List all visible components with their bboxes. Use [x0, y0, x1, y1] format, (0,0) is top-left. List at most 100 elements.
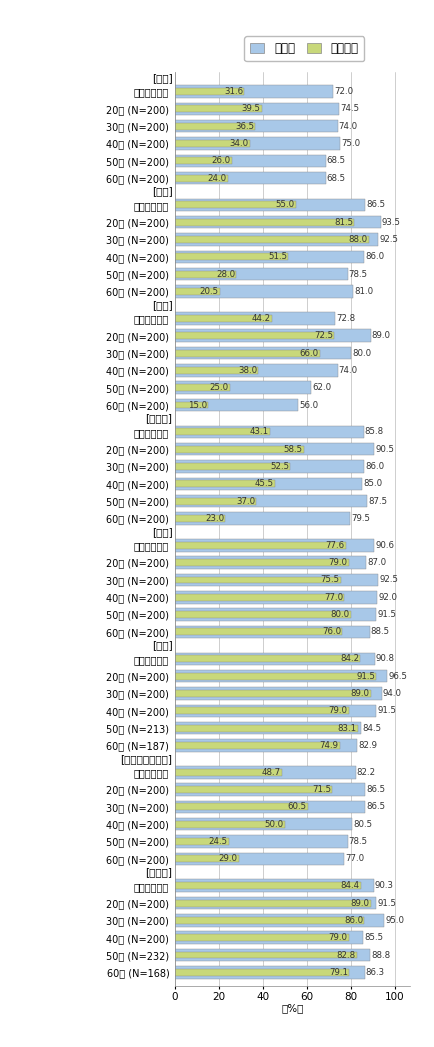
Text: 39.5: 39.5	[242, 105, 261, 113]
Text: 91.5: 91.5	[377, 610, 396, 619]
Text: 45.5: 45.5	[255, 480, 274, 488]
Bar	[175, 137, 340, 150]
Bar	[175, 539, 374, 552]
Bar	[175, 690, 371, 697]
Text: 86.5: 86.5	[366, 200, 385, 209]
Text: 86.3: 86.3	[366, 967, 385, 977]
Bar	[175, 495, 368, 508]
Text: 88.8: 88.8	[372, 951, 391, 959]
Bar	[175, 786, 332, 793]
Bar	[175, 821, 285, 828]
Text: 82.9: 82.9	[358, 741, 378, 750]
Bar	[175, 497, 256, 505]
Bar	[175, 250, 364, 263]
Text: 72.0: 72.0	[334, 87, 354, 96]
X-axis label: （%）: （%）	[281, 1003, 304, 1013]
Bar	[175, 120, 338, 132]
Text: 15.0: 15.0	[187, 401, 207, 409]
Text: 77.6: 77.6	[326, 541, 345, 550]
Text: 72.5: 72.5	[314, 331, 333, 340]
Bar	[175, 172, 326, 184]
Text: 88.0: 88.0	[348, 236, 368, 244]
Bar	[175, 655, 360, 663]
Text: 79.1: 79.1	[329, 967, 348, 977]
Text: 68.5: 68.5	[327, 174, 346, 182]
Bar	[175, 559, 349, 566]
Bar	[175, 330, 371, 342]
Text: 51.5: 51.5	[268, 252, 287, 262]
Bar	[175, 801, 365, 814]
Text: 75.5: 75.5	[321, 576, 340, 584]
Text: 58.5: 58.5	[283, 445, 302, 453]
Text: 90.5: 90.5	[375, 445, 394, 453]
Text: 94.0: 94.0	[383, 689, 402, 698]
Text: 23.0: 23.0	[205, 514, 224, 524]
Text: 79.0: 79.0	[329, 707, 348, 715]
Bar	[175, 103, 339, 115]
Bar	[175, 670, 387, 683]
Text: 50.0: 50.0	[265, 820, 284, 829]
Text: 80.0: 80.0	[331, 610, 350, 619]
Bar	[175, 608, 376, 621]
Text: 90.6: 90.6	[375, 541, 395, 550]
Bar	[175, 766, 356, 779]
Text: 78.5: 78.5	[349, 837, 368, 846]
Bar	[175, 883, 361, 889]
Bar	[175, 968, 349, 976]
Bar	[175, 286, 353, 297]
Text: 48.7: 48.7	[262, 767, 281, 777]
Text: [オーストラリア]: [オーストラリア]	[121, 754, 173, 764]
Text: [米国]: [米国]	[152, 186, 173, 197]
Text: 38.0: 38.0	[238, 365, 257, 375]
Text: 80.0: 80.0	[352, 349, 371, 358]
Text: 81.5: 81.5	[334, 218, 353, 227]
Text: 89.0: 89.0	[351, 898, 370, 908]
Text: 91.5: 91.5	[377, 707, 396, 715]
Bar	[175, 271, 237, 277]
Bar	[175, 783, 365, 796]
Text: 24.0: 24.0	[207, 174, 227, 182]
Text: [韓国]: [韓国]	[152, 527, 173, 537]
Bar	[175, 233, 378, 246]
Text: 78.5: 78.5	[349, 270, 368, 279]
Bar	[175, 725, 358, 732]
Bar	[175, 268, 348, 281]
Bar	[175, 364, 338, 377]
Text: 74.5: 74.5	[340, 105, 359, 113]
Text: 84.2: 84.2	[340, 654, 359, 664]
Text: 85.0: 85.0	[363, 480, 382, 488]
Text: 29.0: 29.0	[219, 854, 237, 864]
Text: [日本]: [日本]	[152, 73, 173, 83]
Bar	[175, 155, 326, 168]
Bar	[175, 481, 275, 487]
Text: 20.5: 20.5	[200, 287, 219, 296]
Text: 52.5: 52.5	[270, 462, 289, 471]
Bar	[175, 88, 244, 95]
Bar	[175, 934, 349, 941]
Bar	[175, 687, 382, 699]
Text: [中国]: [中国]	[152, 641, 173, 650]
Text: 89.0: 89.0	[372, 331, 391, 340]
Bar	[175, 381, 311, 394]
Text: 68.5: 68.5	[327, 156, 346, 165]
Bar	[175, 515, 225, 522]
Bar	[175, 201, 296, 208]
Text: 55.0: 55.0	[276, 200, 295, 209]
Bar	[175, 803, 308, 810]
Text: 90.3: 90.3	[375, 882, 394, 890]
Text: 34.0: 34.0	[230, 139, 249, 148]
Text: 76.0: 76.0	[322, 627, 341, 637]
Text: 37.0: 37.0	[236, 496, 255, 506]
Bar	[175, 347, 351, 359]
Bar	[175, 705, 376, 717]
Bar	[175, 312, 335, 325]
Bar	[175, 315, 272, 321]
Bar	[175, 216, 381, 228]
Bar	[175, 199, 365, 211]
Bar	[175, 708, 349, 714]
Text: 77.0: 77.0	[345, 854, 365, 864]
Bar	[175, 721, 361, 734]
Text: 62.0: 62.0	[312, 383, 332, 393]
Bar	[175, 574, 378, 586]
Text: 85.8: 85.8	[365, 427, 384, 437]
